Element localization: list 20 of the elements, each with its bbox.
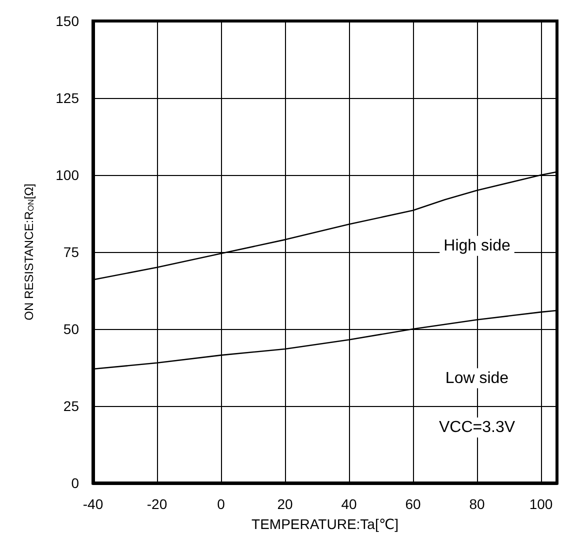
y-tick-label: 125 bbox=[56, 90, 80, 106]
x-tick-label: 60 bbox=[405, 496, 421, 512]
x-axis-title: TEMPERATURE:Ta[℃] bbox=[252, 516, 398, 532]
annotation: Low side bbox=[445, 370, 509, 387]
y-tick-label: 100 bbox=[56, 167, 80, 183]
x-tick-label: 0 bbox=[217, 496, 226, 512]
x-tick-label: 40 bbox=[341, 496, 357, 512]
y-tick-label: 150 bbox=[56, 13, 80, 29]
annotation: High side bbox=[444, 237, 510, 254]
y-tick-label: 50 bbox=[63, 321, 80, 337]
annotation: VCC=3.3V bbox=[438, 419, 516, 436]
y-tick-label: 75 bbox=[63, 244, 80, 260]
y-tick-label: 0 bbox=[71, 475, 80, 491]
y-axis-title: ON RESISTANCE:RON[Ω] bbox=[22, 184, 36, 320]
x-tick-label: 80 bbox=[469, 496, 485, 512]
x-tick-label: 20 bbox=[277, 496, 293, 512]
y-tick-label: 25 bbox=[63, 398, 80, 414]
x-tick-label: -40 bbox=[82, 496, 104, 512]
x-tick-label: 100 bbox=[529, 496, 553, 512]
x-tick-label: -20 bbox=[146, 496, 168, 512]
